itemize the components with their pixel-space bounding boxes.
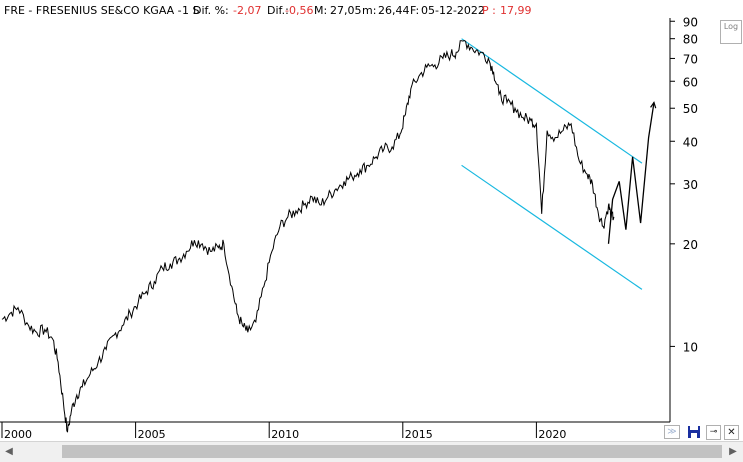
- close-icon[interactable]: ✕: [724, 425, 739, 440]
- price-value: 17,99: [500, 4, 532, 17]
- x-tick-label: 2010: [271, 428, 299, 441]
- y-tick-label: 10: [683, 340, 698, 354]
- log-scale-label: Log: [723, 22, 739, 31]
- dif-value: -0,56: [285, 4, 313, 17]
- y-tick-label: 40: [683, 135, 698, 149]
- scroll-left-arrow-icon[interactable]: ◀: [5, 446, 13, 457]
- max-label: M:: [314, 4, 327, 17]
- date-value: 05-12-2022: [421, 4, 485, 17]
- x-tick-label: 2005: [138, 428, 166, 441]
- collapse-icon[interactable]: ≫: [664, 425, 680, 439]
- scroll-right-arrow-icon[interactable]: ▶: [729, 446, 737, 457]
- x-axis-ticks: 2000 2005 2010 2015 2020: [1, 422, 566, 441]
- y-tick-label: 50: [683, 102, 698, 116]
- channel-line: [461, 38, 643, 164]
- date-label: F:: [410, 4, 419, 17]
- y-axis-ticks: 10 20 30 40 50 60 70 80 90: [670, 15, 698, 354]
- y-tick-label: 30: [683, 178, 698, 192]
- projection-arrow-head: [650, 101, 657, 109]
- dif-label: Dif.:: [267, 4, 289, 17]
- price-label: P :: [482, 4, 496, 17]
- y-tick-label: 80: [683, 33, 698, 47]
- price-series: [1, 39, 657, 433]
- price-line: [1, 39, 615, 433]
- horizontal-scrollbar[interactable]: ◀ ▶: [0, 441, 743, 462]
- projection-line: [607, 102, 655, 244]
- min-label: m:: [362, 4, 376, 17]
- y-tick-label: 20: [683, 238, 698, 252]
- max-value: 27,05: [330, 4, 362, 17]
- min-value: 26,44: [378, 4, 410, 17]
- y-tick-label: 70: [683, 52, 698, 66]
- y-tick-label: 60: [683, 75, 698, 89]
- x-tick-label: 2000: [4, 428, 32, 441]
- dif-pct-value: -2,07: [233, 4, 261, 17]
- scroll-thumb[interactable]: [62, 445, 722, 458]
- pin-icon[interactable]: ⊸: [706, 425, 721, 440]
- x-tick-label: 2020: [538, 428, 566, 441]
- dif-pct-label: Dif. %:: [193, 4, 229, 17]
- log-scale-toggle[interactable]: Log: [720, 20, 742, 44]
- save-icon[interactable]: [687, 425, 701, 439]
- channel-line: [461, 164, 643, 290]
- trend-channel: [461, 38, 643, 290]
- symbol-label: FRE - FRESENIUS SE&CO KGAA -: [4, 4, 182, 17]
- y-tick-label: 90: [683, 15, 698, 29]
- header: FRE - FRESENIUS SE&CO KGAA - 1 S Dif. %:…: [4, 4, 532, 17]
- period-label: 1 S: [182, 4, 199, 17]
- x-tick-label: 2015: [405, 428, 433, 441]
